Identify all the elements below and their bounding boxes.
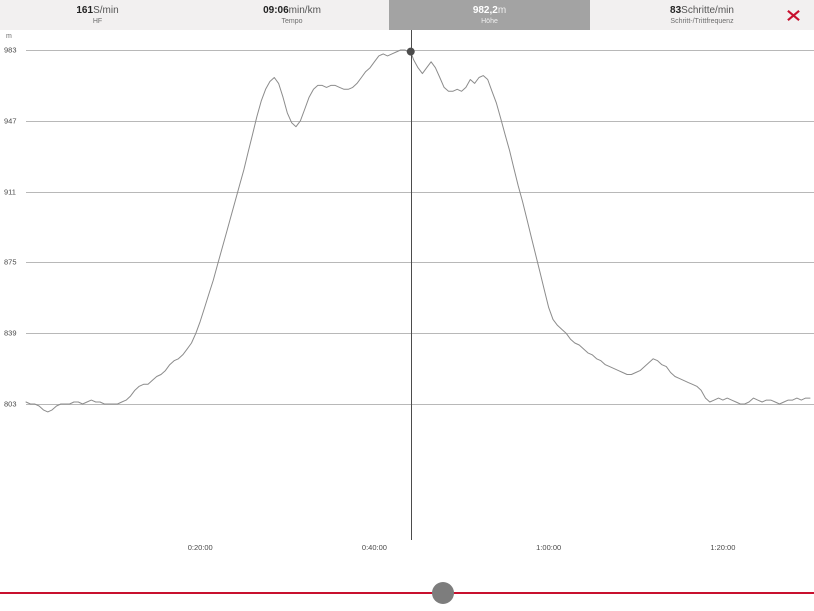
scrubber-track[interactable] xyxy=(0,592,814,594)
metric-tempo-label: Tempo xyxy=(281,17,303,25)
metric-hf-value: 161S/min xyxy=(76,5,118,16)
metric-tempo-number: 09:06 xyxy=(263,4,289,16)
gridline xyxy=(26,262,814,264)
metric-hohe[interactable]: 982,2m Höhe xyxy=(389,0,590,30)
metric-hf[interactable]: 161S/min HF xyxy=(0,0,195,30)
x-tick-label: 1:00:00 xyxy=(536,543,562,552)
metric-cadence-value: 83Schritte/min xyxy=(670,5,734,16)
elevation-trace xyxy=(0,47,814,565)
y-tick-label: 875 xyxy=(4,257,17,267)
gridline xyxy=(26,120,814,122)
y-axis-unit: m xyxy=(6,33,12,40)
gridline xyxy=(26,50,814,51)
x-tick-label: 1:20:00 xyxy=(710,543,736,552)
metric-hf-number: 161 xyxy=(76,4,94,16)
metric-cadence[interactable]: 83Schritte/min Schritt-/Trittfrequenz xyxy=(590,0,814,30)
scrubber-handle[interactable] xyxy=(431,582,454,604)
gridline xyxy=(26,333,814,335)
y-tick-label: 911 xyxy=(4,187,16,197)
metric-hohe-number: 982,2 xyxy=(472,4,498,16)
metric-hohe-value: 982,2m xyxy=(473,5,506,16)
metric-cadence-unit: Schritte/min xyxy=(681,4,734,16)
close-icon[interactable] xyxy=(778,0,808,30)
y-tick-label: 803 xyxy=(4,399,17,409)
x-tick-label: 0:40:00 xyxy=(361,543,387,552)
timeline-scrubber[interactable] xyxy=(0,565,814,611)
y-tick-label: 947 xyxy=(4,116,17,126)
metric-tempo[interactable]: 09:06min/km Tempo xyxy=(195,0,389,30)
y-tick-label: 983 xyxy=(4,45,17,55)
metric-hf-unit: S/min xyxy=(93,4,119,16)
metric-tempo-value: 09:06min/km xyxy=(263,5,321,16)
gridline xyxy=(26,191,814,193)
x-tick-label: 0:20:00 xyxy=(187,543,213,552)
metric-hf-label: HF xyxy=(92,17,103,25)
metric-cadence-number: 83 xyxy=(670,4,682,16)
metrics-bar: 161S/min HF 09:06min/km Tempo 982,2m Höh… xyxy=(0,0,814,30)
cursor-line[interactable] xyxy=(410,30,412,540)
metric-hohe-unit: m xyxy=(497,4,507,16)
metric-tempo-unit: min/km xyxy=(288,4,321,16)
gridline xyxy=(26,404,814,405)
metric-hohe-label: Höhe xyxy=(481,17,498,25)
elevation-chart[interactable]: m 983 947 911 875 839 803 0:20:00 0:40:00 1:00:… xyxy=(0,30,814,565)
metric-cadence-label: Schritt-/Trittfrequenz xyxy=(670,17,734,25)
y-tick-label: 839 xyxy=(4,328,17,338)
